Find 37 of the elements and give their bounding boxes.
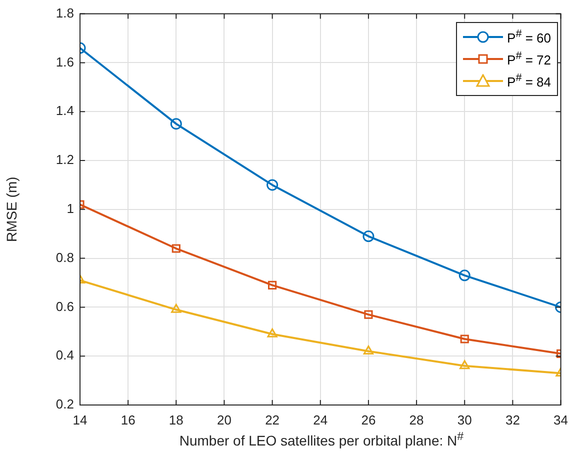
point [171,304,182,313]
point [268,280,277,290]
y-tick-label: 0.4 [56,348,74,363]
y-tick-label: 0.6 [56,298,74,314]
point [363,345,374,354]
y-tick-label: 1.6 [56,54,74,70]
y-tick-label: 1.4 [56,103,74,118]
legend-label: P$^{#}$ = 72 [507,50,551,68]
point [362,230,374,242]
legend-label: P$^{#}$ = 60 [507,28,551,46]
x-axis-title: Number of LEO satellites per orbital plane: N$^{#}$ [178,430,465,449]
point [267,328,278,338]
x-tick-label: 16 [120,412,136,428]
point [266,179,278,191]
x-tick-label: 34 [554,412,568,428]
y-tick-label: 1.8 [56,5,74,20]
y-tick-label: 0.8 [56,250,74,265]
x-tick-label: 26 [361,412,376,428]
point [460,360,470,370]
point [364,310,373,319]
x-tick-label: 18 [168,412,184,428]
point [170,118,182,130]
x-tick-label: 30 [457,412,472,428]
x-tick-label: 22 [265,412,280,428]
point [172,244,180,253]
point [458,270,470,282]
x-tick-label: 32 [505,412,520,428]
x-tick-label: 24 [313,412,328,428]
x-tick-label: 20 [216,412,232,428]
y-tick-label: 1 [66,200,74,216]
point [460,334,469,344]
x-tick-label: 28 [409,412,424,428]
x-tick-label: 14 [72,412,88,428]
y-axis-title: RMSE (m) [3,176,20,242]
y-tick-label: 1.2 [56,152,74,168]
y-tick-label: 0.2 [56,396,74,412]
legend-label: P$^{#}$ = 84 [507,72,551,90]
